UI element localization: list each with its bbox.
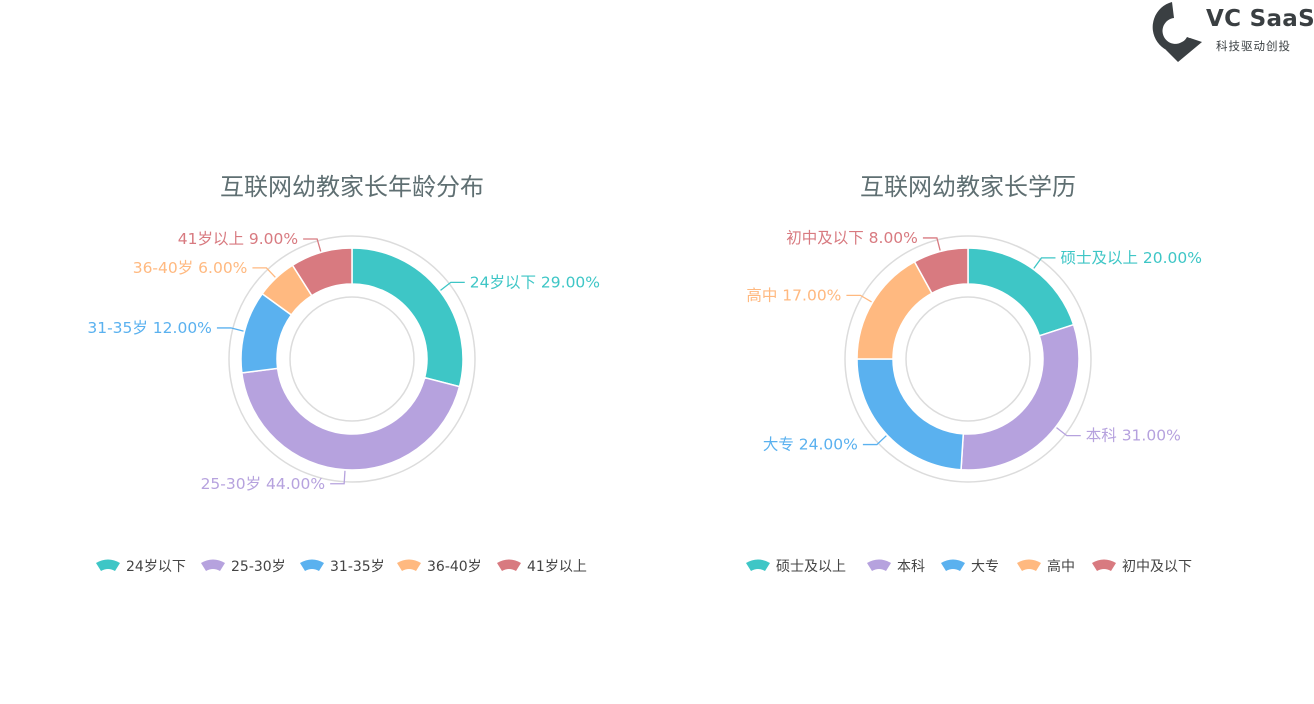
legend-swatch-icon bbox=[497, 559, 521, 571]
slice-e7a195e5a3abe58f8ae4bba5e4b88a[interactable] bbox=[967, 247, 1075, 337]
legend-swatch-icon bbox=[867, 559, 891, 571]
slice-label: 初中及以下 8.00% bbox=[786, 229, 918, 247]
label-leader-line bbox=[846, 294, 872, 303]
slice-labels: 硕士及以上 20.00% 本科 31.00% 大专 24.00% 高中 17.00% 初… bbox=[746, 229, 1202, 454]
legend-label: 本科 bbox=[897, 559, 925, 575]
slice-label: 本科 31.00% bbox=[1086, 427, 1181, 445]
legend-label: 36-40岁 bbox=[427, 559, 482, 575]
inner-decor-ring bbox=[289, 296, 415, 422]
legend-label: 硕士及以上 bbox=[776, 559, 846, 575]
slice-e5a4a7e4b893[interactable] bbox=[856, 358, 965, 471]
label-leader-line bbox=[1056, 427, 1081, 437]
label-leader-line bbox=[216, 327, 244, 332]
legend-item[interactable]: 41岁以上 bbox=[497, 559, 587, 575]
legend-item[interactable]: 大专 bbox=[941, 559, 999, 575]
inner-decor-ring bbox=[905, 296, 1031, 422]
outer-decor-ring bbox=[844, 235, 1092, 483]
brand-logo: VC SaaS 科技驱动创投 bbox=[1150, 0, 1314, 66]
legend-label: 高中 bbox=[1047, 558, 1075, 575]
legend-swatch-icon bbox=[300, 559, 324, 571]
legend-item[interactable]: 36-40岁 bbox=[397, 559, 482, 575]
label-leader-line bbox=[303, 238, 322, 252]
age-distribution-chart: 互联网幼教家长年龄分布 24岁以下 29.00% 25-30岁 44.00% 31-… bbox=[87, 173, 600, 575]
legend-label: 41岁以上 bbox=[527, 559, 587, 575]
label-leader-line bbox=[440, 281, 465, 291]
slice-24e5b281e4bba5e4b88b[interactable] bbox=[351, 247, 464, 388]
legend-swatch-icon bbox=[1092, 559, 1116, 571]
slice-label: 硕士及以上 20.00% bbox=[1060, 249, 1202, 267]
slice-label: 25-30岁 44.00% bbox=[201, 475, 326, 493]
legend-label: 25-30岁 bbox=[231, 559, 286, 575]
legend-swatch-icon bbox=[1017, 559, 1041, 571]
slice-label: 31-35岁 12.00% bbox=[87, 319, 212, 337]
label-leader-lines bbox=[846, 237, 1081, 446]
legend-swatch-icon bbox=[941, 559, 965, 571]
slice-label: 41岁以上 9.00% bbox=[178, 230, 298, 248]
slice-e9ab98e4b8ad[interactable] bbox=[856, 260, 933, 360]
slice-25-30e5b281[interactable] bbox=[241, 367, 461, 471]
label-leader-line bbox=[862, 435, 887, 446]
slice-labels: 24岁以下 29.00% 25-30岁 44.00% 31-35岁 12.00% 36… bbox=[87, 230, 600, 493]
brand-slogan: 科技驱动创投 bbox=[1216, 39, 1291, 53]
legend-swatch-icon bbox=[96, 559, 120, 571]
legend-item[interactable]: 本科 bbox=[867, 559, 925, 575]
label-leader-line bbox=[922, 237, 941, 251]
vc-saas-logo-icon bbox=[1152, 2, 1202, 62]
slice-41e5b281e4bba5e4b88a[interactable] bbox=[291, 247, 353, 297]
legend-label: 大专 bbox=[971, 559, 999, 575]
donut-decor-rings bbox=[228, 235, 476, 483]
slice-label: 大专 24.00% bbox=[763, 436, 858, 454]
legend-swatch-icon bbox=[397, 559, 421, 571]
chart-title: 互联网幼教家长年龄分布 bbox=[220, 173, 484, 201]
legend-swatch-icon bbox=[201, 559, 225, 571]
donut-slices bbox=[856, 247, 1080, 471]
legend-label: 31-35岁 bbox=[330, 559, 385, 575]
education-distribution-chart: 互联网幼教家长学历 硕士及以上 20.00% 本科 31.00% 大专 24.00%… bbox=[746, 173, 1202, 575]
slice-e5889de4b8ade58f8ae4bba5e4b88b[interactable] bbox=[913, 247, 969, 295]
legend-label: 24岁以下 bbox=[126, 559, 186, 575]
donut-decor-rings bbox=[844, 235, 1092, 483]
slice-label: 24岁以下 29.00% bbox=[470, 273, 600, 291]
chart-legend: 24岁以下 25-30岁 31-35岁 36-40岁 41岁以上 bbox=[96, 559, 587, 575]
chart-title: 互联网幼教家长学历 bbox=[860, 173, 1076, 201]
outer-decor-ring bbox=[228, 235, 476, 483]
brand-name: VC SaaS bbox=[1206, 6, 1314, 32]
legend-item[interactable]: 高中 bbox=[1017, 558, 1075, 575]
slice-e69cace7a791[interactable] bbox=[960, 323, 1080, 471]
slice-label: 高中 17.00% bbox=[746, 286, 841, 304]
legend-item[interactable]: 25-30岁 bbox=[201, 559, 286, 575]
label-leader-line bbox=[330, 470, 346, 485]
legend-label: 初中及以下 bbox=[1122, 558, 1192, 575]
legend-item[interactable]: 硕士及以上 bbox=[746, 559, 846, 575]
slice-label: 36-40岁 6.00% bbox=[133, 259, 248, 277]
legend-swatch-icon bbox=[746, 559, 770, 571]
label-leader-line bbox=[1033, 257, 1056, 269]
legend-item[interactable]: 31-35岁 bbox=[300, 559, 385, 575]
label-leader-line bbox=[252, 267, 276, 278]
donut-slices bbox=[240, 247, 464, 471]
chart-legend: 硕士及以上 本科 大专 高中 初中及以下 bbox=[746, 558, 1192, 575]
label-leader-lines bbox=[216, 238, 465, 485]
legend-item[interactable]: 24岁以下 bbox=[96, 559, 186, 575]
legend-item[interactable]: 初中及以下 bbox=[1092, 558, 1192, 575]
